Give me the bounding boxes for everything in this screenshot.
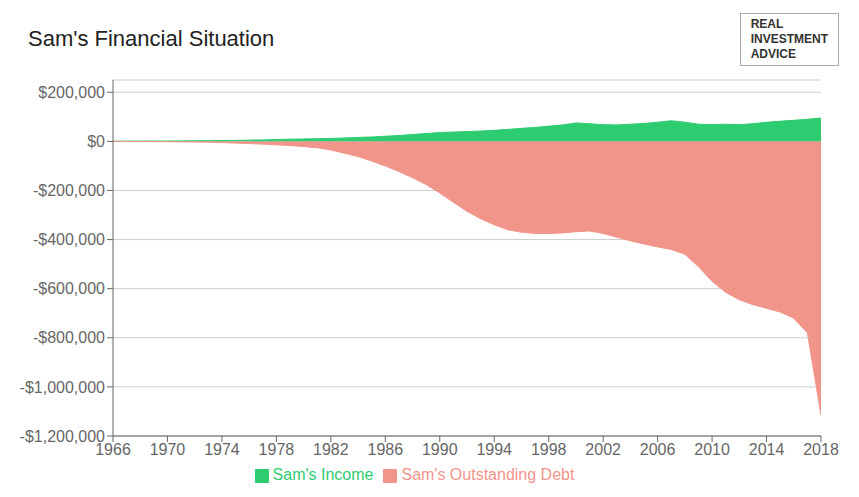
html-text:Sam's Financial Situation: Sam's Financial Situation (28, 26, 275, 51)
svg-text:-$800,000: -$800,000 (33, 329, 105, 346)
svg-text:2018: 2018 (803, 441, 839, 458)
html-text:ADVICE: ADVICE (750, 46, 796, 61)
svg-text:$200,000: $200,000 (38, 84, 105, 101)
svg-text:-$200,000: -$200,000 (33, 182, 105, 199)
svg-text:1998: 1998 (531, 441, 567, 458)
svg-text:-$600,000: -$600,000 (33, 280, 105, 297)
html-text:Sam's Income: Sam's Income (272, 466, 374, 483)
svg-text:1990: 1990 (422, 441, 458, 458)
svg-text:1978: 1978 (259, 441, 295, 458)
svg-text:2010: 2010 (694, 441, 730, 458)
svg-text:-$1,000,000: -$1,000,000 (20, 379, 106, 396)
svg-text:1966: 1966 (95, 441, 131, 459)
svg-text:-$1,200,000: -$1,200,000 (20, 428, 106, 445)
html-text:REAL: REAL (750, 16, 784, 31)
svg-text:1974: 1974 (204, 441, 240, 458)
svg-text:-$400,000: -$400,000 (33, 231, 105, 248)
svg-text:$0: $0 (87, 133, 105, 150)
svg-text:1986: 1986 (368, 441, 404, 458)
svg-text:1994: 1994 (476, 441, 512, 458)
svg-text:1982: 1982 (313, 441, 349, 458)
svg-text:2006: 2006 (640, 441, 676, 458)
svg-text:1970: 1970 (150, 441, 186, 458)
html-text:INVESTMENT: INVESTMENT (750, 31, 828, 46)
svg-text:2014: 2014 (749, 441, 785, 458)
html-text:Sam's Outstanding Debt: Sam's Outstanding Debt (401, 466, 575, 483)
svg-text:2002: 2002 (585, 441, 621, 458)
